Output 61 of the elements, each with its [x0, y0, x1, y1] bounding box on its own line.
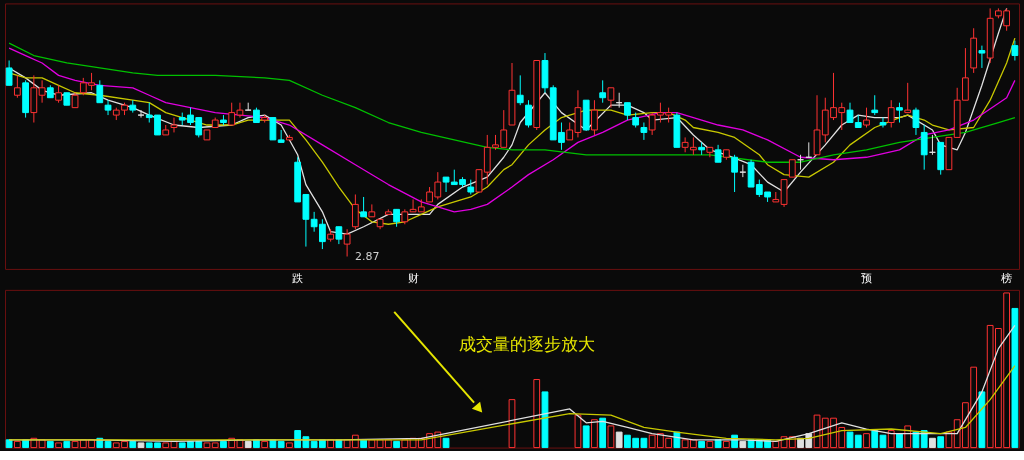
- bar: [5, 439, 13, 449]
- bar: [442, 437, 450, 449]
- bar: [22, 439, 29, 449]
- bar: [277, 440, 285, 449]
- candlestick: [904, 82, 912, 114]
- bar: [46, 440, 54, 449]
- x-tick-label: 跌: [292, 272, 304, 286]
- candlestick: [978, 45, 986, 69]
- candlestick: [13, 74, 21, 99]
- bar: [63, 440, 71, 449]
- bar: [912, 431, 920, 449]
- candlestick: [912, 107, 920, 136]
- bar: [582, 425, 590, 449]
- bar: [615, 431, 623, 449]
- bar: [129, 440, 137, 449]
- bar: [599, 417, 607, 449]
- x-tick-label: 预: [860, 272, 872, 286]
- candlestick: [896, 102, 903, 124]
- bar: [698, 440, 705, 449]
- candlestick: [269, 117, 277, 141]
- bar: [978, 391, 986, 449]
- candlestick: [879, 117, 887, 128]
- bar: [393, 440, 400, 449]
- candlestick: [731, 154, 738, 193]
- candlestick: [1011, 40, 1019, 61]
- candlestick: [516, 74, 524, 106]
- bar: [896, 433, 903, 449]
- candlestick: [863, 107, 870, 128]
- bar: [714, 439, 722, 449]
- candlestick: [343, 228, 351, 258]
- x-tick-label: 财: [407, 272, 419, 286]
- candlestick: [920, 124, 928, 171]
- bar: [269, 439, 277, 449]
- bar: [929, 437, 936, 449]
- annotation: 成交量的逐步放大: [459, 333, 596, 354]
- candlestick: [96, 79, 104, 104]
- candlestick: [640, 122, 648, 141]
- candlestick: [137, 109, 145, 119]
- candlestick: [351, 193, 359, 230]
- candlestick: [38, 79, 46, 104]
- bar: [104, 440, 112, 449]
- bar: [253, 439, 260, 449]
- x-tick-label: 榜: [1001, 272, 1013, 286]
- bar: [220, 440, 227, 449]
- candlestick: [525, 99, 532, 128]
- candlestick: [887, 99, 895, 128]
- annotation: 2.87: [355, 249, 380, 263]
- candlestick: [5, 60, 13, 86]
- bar: [541, 391, 549, 449]
- bar: [937, 436, 945, 449]
- candlestick: [368, 203, 376, 218]
- candlestick: [104, 99, 112, 116]
- candlestick: [591, 99, 598, 136]
- bar: [1011, 307, 1019, 449]
- candlestick: [871, 94, 879, 116]
- candlestick: [599, 79, 607, 104]
- candlestick: [360, 196, 367, 218]
- candlestick: [170, 117, 178, 133]
- bar: [335, 439, 343, 449]
- candlestick: [607, 87, 615, 109]
- bar: [360, 439, 367, 449]
